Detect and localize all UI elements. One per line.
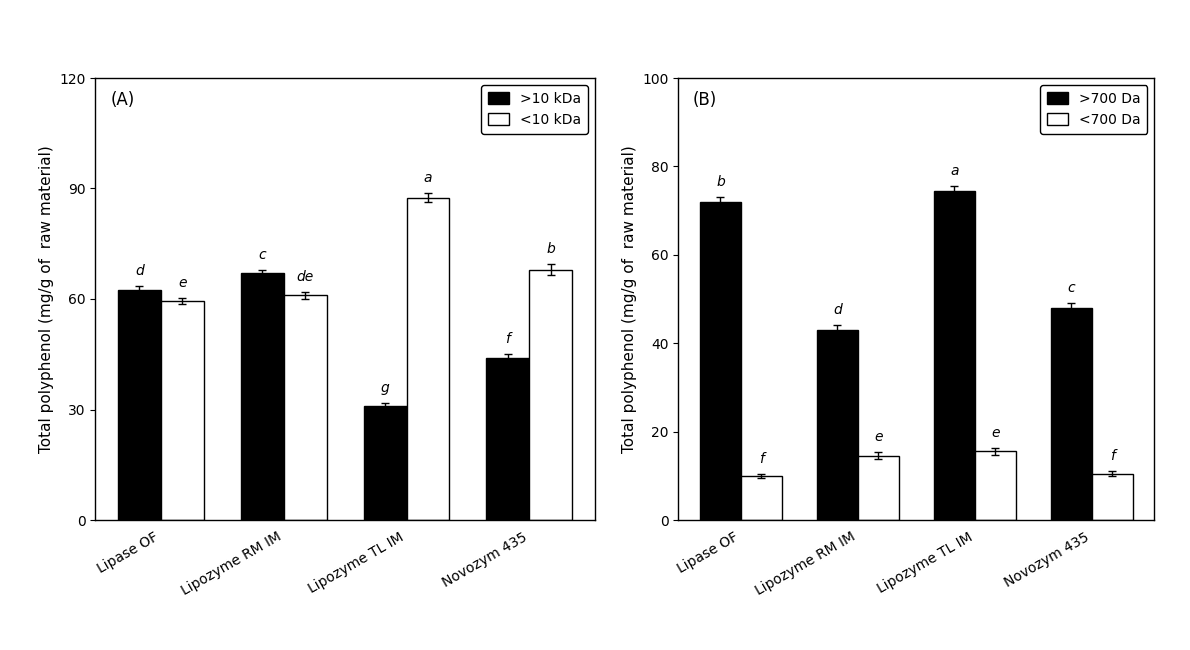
Text: e: e [178, 276, 187, 290]
Legend: >700 Da, <700 Da: >700 Da, <700 Da [1040, 85, 1147, 134]
Bar [363, 406, 407, 520]
Text: g: g [381, 381, 389, 395]
Y-axis label: Total polyphenol (mg/g of  raw material): Total polyphenol (mg/g of raw material) [38, 145, 54, 453]
Bar [816, 330, 858, 520]
Text: a: a [950, 164, 959, 178]
Text: d: d [134, 264, 144, 278]
Bar [161, 301, 203, 520]
Text: e: e [873, 430, 883, 445]
Y-axis label: Total polyphenol (mg/g of  raw material): Total polyphenol (mg/g of raw material) [621, 145, 637, 453]
Bar [487, 358, 530, 520]
Bar [118, 290, 161, 520]
Text: de: de [296, 270, 314, 283]
Text: f: f [1110, 449, 1115, 463]
Text: (A): (A) [111, 91, 134, 109]
Bar [858, 456, 898, 520]
Text: (B): (B) [693, 91, 716, 109]
Bar [934, 190, 975, 520]
Text: f: f [759, 452, 764, 465]
Text: c: c [1067, 281, 1075, 296]
Bar [240, 273, 283, 520]
Bar [700, 202, 741, 520]
Bar [407, 198, 450, 520]
Text: f: f [506, 332, 511, 346]
Bar [975, 452, 1016, 520]
Bar [1051, 308, 1091, 520]
Text: b: b [716, 176, 725, 189]
Text: e: e [991, 426, 1000, 440]
Text: b: b [546, 242, 556, 256]
Legend: >10 kDa, <10 kDa: >10 kDa, <10 kDa [481, 85, 588, 134]
Text: a: a [424, 172, 432, 185]
Bar [530, 270, 572, 520]
Bar [1091, 474, 1133, 520]
Text: c: c [258, 248, 267, 261]
Bar [741, 476, 782, 520]
Bar [283, 295, 327, 520]
Text: d: d [833, 303, 841, 317]
